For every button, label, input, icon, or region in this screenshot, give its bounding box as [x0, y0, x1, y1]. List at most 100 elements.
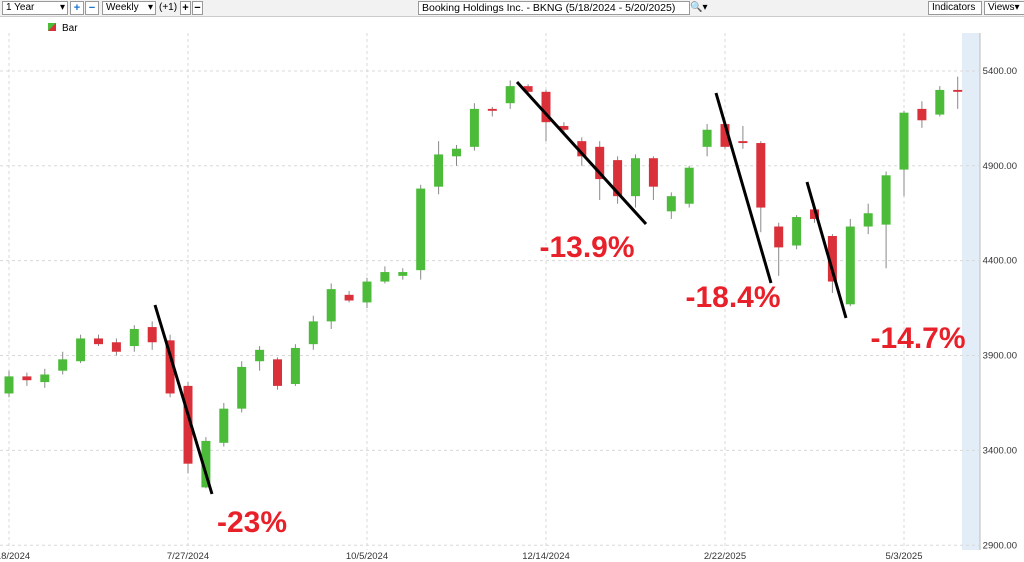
x-tick-label: 2/22/2025	[704, 551, 746, 562]
chart: Bar 2900.00 3400.00 3900.00 4400.00 4900.00 5…	[0, 23, 1017, 562]
legend-label: Bar	[62, 23, 78, 34]
candle-body	[810, 209, 819, 219]
candle-body	[487, 108, 497, 111]
candle-body	[147, 327, 157, 343]
candle-body	[720, 124, 730, 147]
candle-body	[881, 175, 891, 225]
legend-swatch	[48, 23, 56, 31]
candle-body	[917, 108, 927, 121]
candle-body	[953, 89, 963, 92]
candle-body	[111, 342, 121, 352]
trend-line	[805, 181, 848, 319]
candle-body	[935, 89, 945, 115]
indicators-text: Indicators	[932, 2, 976, 13]
x-tick-label: 10/5/2024	[346, 551, 388, 562]
candle-body	[380, 272, 390, 282]
candles	[4, 76, 963, 489]
annotation: -23%	[217, 506, 287, 539]
candle-body	[416, 188, 426, 271]
offset-plus[interactable]: +	[180, 1, 191, 15]
trend-line	[153, 304, 214, 495]
period-select[interactable]: 1 Year ▾	[2, 1, 68, 15]
candle-body	[756, 143, 766, 208]
candle-body	[469, 108, 479, 147]
candle-body	[255, 349, 265, 362]
period-text: 1 Year	[6, 2, 35, 13]
candle-body	[344, 294, 354, 301]
trend-line	[515, 80, 648, 226]
symbol-text: Booking Holdings Inc. - BKNG (5/18/2024 …	[422, 2, 676, 14]
candle-body	[4, 376, 14, 394]
candle-body	[559, 125, 569, 130]
candle-body	[702, 129, 712, 147]
candle-body	[219, 408, 229, 443]
x-tick-label: 5/18/2024	[0, 551, 30, 562]
candle-body	[22, 376, 32, 381]
candle-body	[523, 86, 533, 92]
offset-label: (+1)	[159, 2, 178, 13]
views-button[interactable]: Views▾	[984, 1, 1024, 15]
x-tick-label: 12/14/2024	[522, 551, 570, 562]
interval-select[interactable]: Weekly ▾	[102, 1, 156, 15]
candle-body	[237, 366, 247, 409]
zoom-in-button[interactable]: +	[70, 1, 84, 15]
y-tick-label: 4900.00	[983, 161, 1017, 172]
candle-body	[684, 167, 694, 204]
candle-body	[183, 385, 193, 464]
candle-body	[541, 91, 551, 123]
x-tick-label: 7/27/2024	[167, 551, 209, 562]
candle-body	[290, 347, 300, 384]
candle-body	[398, 272, 408, 276]
y-tick-label: 3400.00	[983, 445, 1017, 456]
candle-body	[845, 226, 855, 305]
zoom-out-button[interactable]: −	[85, 1, 99, 15]
candle-body	[631, 158, 640, 197]
candle-body	[774, 226, 784, 248]
annotation: -14.7%	[870, 322, 965, 355]
candle-body	[308, 321, 318, 345]
candle-body	[273, 359, 282, 386]
offset-minus[interactable]: −	[192, 1, 203, 15]
symbol-box[interactable]: Booking Holdings Inc. - BKNG (5/18/2024 …	[418, 1, 690, 15]
candle-body	[94, 338, 103, 345]
candle-body	[613, 160, 623, 197]
annotation: -18.4%	[685, 281, 780, 314]
trend-line	[714, 92, 773, 284]
candle-body	[40, 374, 50, 383]
candle-body	[595, 146, 605, 180]
candle-body	[129, 328, 139, 347]
candle-body	[738, 141, 748, 144]
candle-body	[76, 338, 86, 362]
toolbar: 1 Year ▾ + − Weekly ▾ (+1) + − Booking Hol…	[0, 0, 1024, 17]
interval-text: Weekly	[106, 2, 139, 13]
candle-body	[165, 340, 175, 394]
views-text: Views	[988, 2, 1015, 13]
candle-body	[434, 154, 444, 187]
candle-body	[452, 148, 461, 157]
dropdown-arrow: ▾	[59, 2, 65, 13]
y-tick-label: 4400.00	[983, 256, 1017, 267]
future-band	[962, 33, 980, 550]
candle-body	[58, 359, 68, 371]
x-tick-label: 5/3/2025	[886, 551, 923, 562]
candle-body	[648, 158, 658, 187]
y-tick-label: 2900.00	[983, 540, 1017, 551]
candle-body	[899, 112, 909, 170]
candle-body	[362, 281, 372, 303]
trend-lines	[153, 80, 848, 495]
candle-body	[863, 213, 873, 227]
candle-body	[577, 141, 587, 157]
candle-body	[326, 289, 336, 322]
indicators-button[interactable]: Indicators	[928, 1, 982, 15]
candle-body	[666, 196, 676, 212]
candle-body	[201, 440, 211, 488]
candle-body	[827, 236, 837, 282]
y-tick-label: 5400.00	[983, 66, 1017, 77]
candle-body	[505, 86, 515, 104]
dropdown-arrow: ▾	[147, 2, 153, 13]
search-icon[interactable]: 🔍▾	[690, 2, 708, 13]
candle-body	[792, 217, 802, 246]
annotation: -13.9%	[539, 231, 634, 264]
y-tick-label: 3900.00	[983, 351, 1017, 362]
